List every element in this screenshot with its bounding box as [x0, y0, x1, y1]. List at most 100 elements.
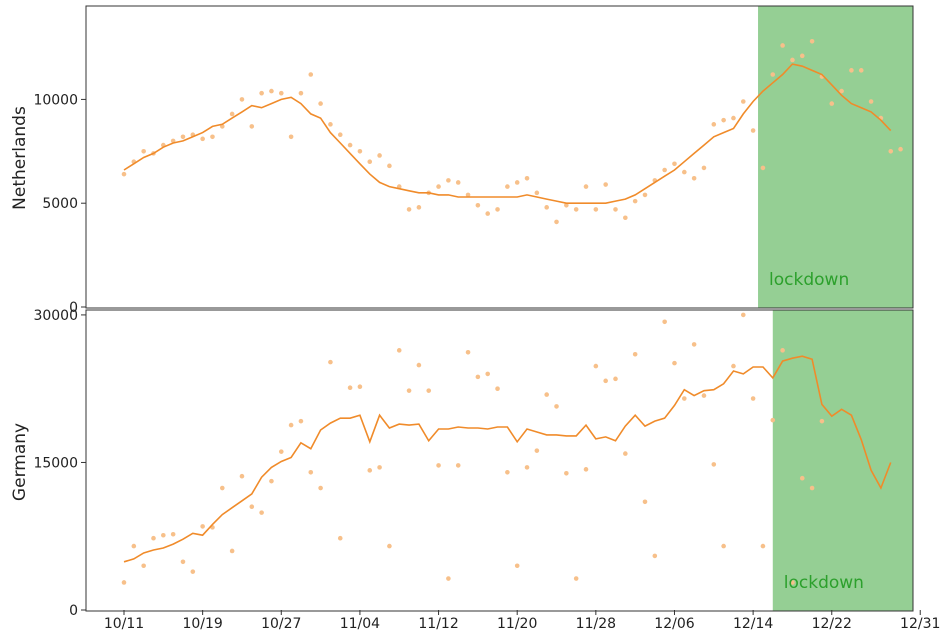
de-scatter-point: [701, 393, 707, 398]
de-scatter-point: [131, 543, 137, 549]
nl-scatter-point: [505, 184, 510, 189]
de-ytick-label: 30000: [33, 308, 78, 324]
nl-scatter-point: [308, 72, 314, 77]
nl-scatter-point: [357, 149, 363, 154]
nl-scatter-point: [455, 180, 461, 185]
nl-scatter-point: [868, 99, 874, 104]
de-scatter-point: [623, 451, 628, 456]
de-scatter-point: [583, 467, 589, 472]
xtick-label: 12/14: [733, 616, 773, 631]
nl-scatter-point: [554, 219, 559, 225]
nl-scatter-point: [809, 38, 815, 44]
germany-lockdown-region: [772, 310, 913, 611]
de-scatter-point: [426, 388, 432, 393]
de-scatter-point: [564, 470, 569, 476]
nl-scatter-point: [780, 43, 785, 48]
de-scatter-point: [396, 348, 402, 353]
de-scatter-point: [731, 363, 736, 369]
de-scatter-point: [151, 535, 156, 541]
nl-scatter-point: [239, 97, 245, 102]
nl-scatter-point: [387, 163, 392, 169]
de-scatter-point: [750, 396, 756, 401]
de-scatter-point: [455, 463, 461, 468]
de-scatter-point: [799, 475, 805, 481]
de-scatter-point: [514, 563, 520, 569]
de-scatter-point: [603, 378, 608, 384]
nl-scatter-point: [662, 167, 667, 173]
de-scatter-point: [337, 535, 343, 541]
de-scatter-point: [308, 469, 314, 475]
de-scatter-point: [740, 312, 746, 318]
de-scatter-point: [298, 418, 304, 424]
nl-scatter-point: [436, 184, 441, 189]
nl-scatter-point: [573, 207, 579, 212]
nl-scatter-point: [711, 122, 717, 127]
de-scatter-point: [544, 392, 549, 397]
de-scatter-point: [691, 342, 697, 347]
xtick-label: 11/12: [418, 616, 458, 631]
de-scatter-point: [642, 499, 648, 505]
de-ytick-label: 0: [69, 603, 78, 619]
germany-scatter-points: [121, 312, 825, 585]
de-scatter-point: [446, 576, 451, 581]
nl-scatter-point: [731, 115, 736, 121]
de-scatter-point: [593, 363, 599, 369]
de-scatter-point: [239, 473, 245, 479]
nl-scatter-point: [682, 169, 687, 175]
xtick-label: 10/11: [104, 616, 144, 631]
de-scatter-point: [387, 543, 392, 549]
nl-scatter-point: [790, 57, 795, 63]
nl-scatter-point: [180, 134, 186, 140]
de-scatter-point: [406, 388, 412, 393]
nl-scatter-point: [514, 180, 520, 185]
de-scatter-point: [347, 385, 353, 391]
nl-scatter-point: [337, 132, 343, 138]
nl-scatter-point: [416, 205, 422, 210]
nl-scatter-point: [691, 175, 697, 181]
nl-scatter-point: [750, 128, 756, 133]
nl-scatter-point: [485, 211, 491, 216]
nl-scatter-point: [898, 146, 903, 152]
nl-scatter-point: [770, 72, 776, 77]
nl-ytick-label: 5000: [42, 196, 78, 212]
nl-scatter-point: [318, 101, 323, 106]
de-scatter-point: [613, 376, 618, 382]
nl-scatter-point: [524, 175, 530, 181]
nl-scatter-point: [475, 202, 481, 208]
nl-scatter-point: [249, 124, 255, 129]
nl-scatter-point: [210, 134, 215, 140]
nl-scatter-point: [347, 142, 353, 148]
de-scatter-point: [475, 374, 481, 380]
nl-scatter-point: [121, 171, 127, 177]
netherlands-7day-line: [123, 63, 892, 204]
netherlands-plot-frame: [85, 5, 914, 309]
nl-scatter-point: [760, 165, 766, 171]
xtick-label: 10/27: [261, 616, 301, 631]
nl-scatter-point: [632, 198, 638, 204]
de-scatter-point: [760, 543, 766, 549]
xtick-label: 11/20: [497, 616, 537, 631]
de-scatter-point: [377, 465, 382, 470]
de-scatter-point: [141, 563, 146, 569]
germany-y-ticks: 0 15000 30000: [33, 308, 86, 619]
de-scatter-point: [662, 319, 667, 325]
de-scatter-point: [229, 548, 235, 554]
netherlands-lockdown-label: lockdown: [769, 270, 849, 290]
netherlands-y-ticks: 0 5000 10000: [33, 92, 86, 316]
nl-ytick-label: 10000: [33, 92, 78, 108]
nl-scatter-point: [829, 101, 835, 106]
de-scatter-point: [809, 485, 815, 491]
nl-scatter-point: [672, 161, 677, 167]
netherlands-ylabel: Netherlands: [10, 106, 30, 210]
nl-scatter-point: [583, 184, 589, 189]
de-scatter-point: [672, 360, 677, 366]
netherlands-panel: 0 5000 10000 Netherlands lockdown: [10, 5, 914, 316]
nl-scatter-point: [377, 153, 382, 158]
de-scatter-point: [269, 478, 274, 484]
de-scatter-point: [318, 485, 323, 491]
nl-scatter-point: [229, 111, 235, 117]
de-scatter-point: [721, 543, 726, 549]
nl-scatter-point: [406, 207, 412, 212]
xtick-label: 11/28: [576, 616, 616, 631]
